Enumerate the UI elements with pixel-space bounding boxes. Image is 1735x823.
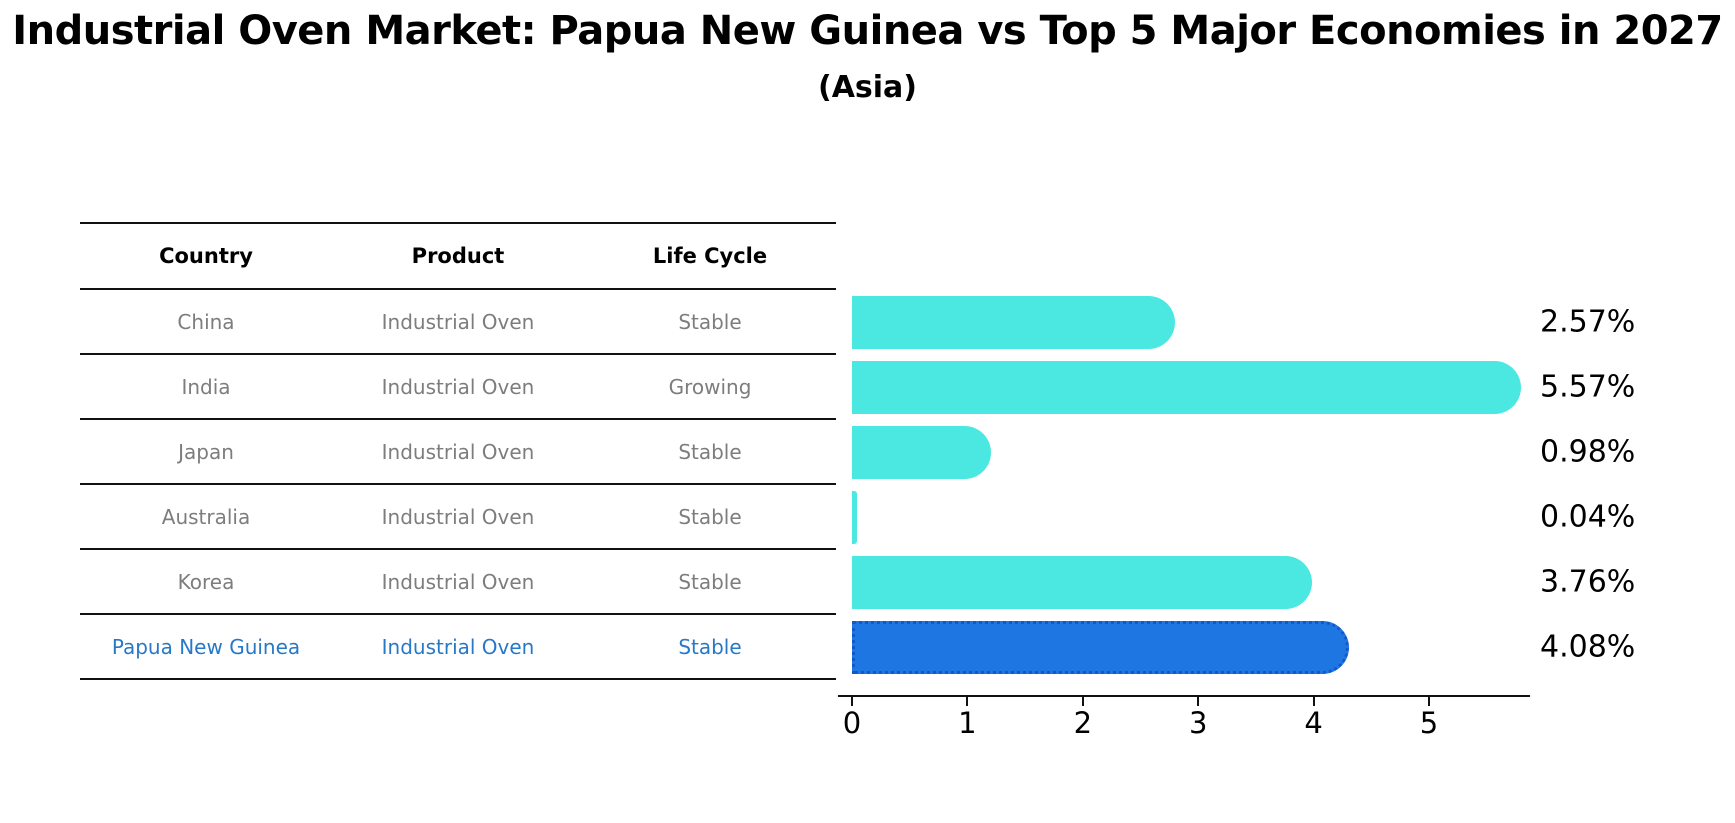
- x-axis-line: [838, 695, 1530, 697]
- x-tick-label-2: 2: [1073, 706, 1093, 740]
- value-label-korea: 3.76%: [1540, 564, 1636, 600]
- table-body: China Industrial Oven Stable India Industria…: [80, 288, 836, 678]
- column-header-product: Product: [411, 244, 505, 268]
- cell-lifecycle: Stable: [678, 634, 742, 659]
- table-bottom-rule: [80, 678, 836, 680]
- cell-country: Australia: [161, 504, 251, 529]
- bar-australia: [852, 490, 857, 544]
- cell-lifecycle: Stable: [678, 309, 742, 334]
- table-row-papua-new-guinea: Papua New Guinea Industrial Oven Stable: [80, 613, 836, 678]
- cell-country: India: [181, 374, 231, 399]
- table-row-china: China Industrial Oven Stable: [80, 288, 836, 353]
- x-tick-mark-1: [966, 697, 969, 706]
- cell-country: Korea: [177, 569, 235, 594]
- column-header-country: Country: [159, 244, 253, 268]
- cell-product: Industrial Oven: [381, 504, 535, 529]
- country-table: Country Product Life Cycle China Industri…: [80, 222, 836, 680]
- x-tick-label-4: 4: [1304, 706, 1323, 740]
- x-tick-mark-4: [1312, 697, 1315, 706]
- cell-product: Industrial Oven: [381, 439, 535, 464]
- x-tick-label-1: 1: [958, 706, 977, 740]
- cell-lifecycle: Stable: [678, 569, 742, 594]
- cell-country: China: [177, 309, 235, 334]
- bar-china: [852, 295, 1175, 349]
- cell-country: Papua New Guinea: [111, 634, 301, 659]
- chart-title: Industrial Oven Market: Papua New Guinea…: [12, 8, 1723, 54]
- cell-product: Industrial Oven: [381, 309, 535, 334]
- bar-korea: [852, 555, 1312, 609]
- x-tick-mark-0: [851, 697, 853, 706]
- cell-lifecycle: Stable: [678, 504, 742, 529]
- x-tick-label-5: 5: [1419, 706, 1439, 740]
- column-header-lifecycle: Life Cycle: [652, 244, 768, 268]
- cell-lifecycle: Growing: [668, 374, 752, 399]
- value-label-india: 5.57%: [1540, 369, 1636, 405]
- bar-papua-new-guinea: [852, 620, 1349, 674]
- x-tick-label-0: 0: [842, 706, 862, 740]
- value-label-japan: 0.98%: [1540, 434, 1636, 470]
- table-header-row: Country Product Life Cycle: [80, 222, 836, 288]
- cell-product: Industrial Oven: [381, 569, 535, 594]
- cell-product: Industrial Oven: [381, 634, 535, 659]
- table-row-korea: Korea Industrial Oven Stable: [80, 548, 836, 613]
- value-label-papua-new-guinea: 4.08%: [1540, 629, 1636, 665]
- table-row-india: India Industrial Oven Growing: [80, 353, 836, 418]
- value-label-australia: 0.04%: [1540, 499, 1636, 535]
- cell-product: Industrial Oven: [381, 374, 535, 399]
- x-tick-label-3: 3: [1188, 706, 1208, 740]
- table-row-australia: Australia Industrial Oven Stable: [80, 483, 836, 548]
- bar-japan: [852, 425, 992, 479]
- value-label-china: 2.57%: [1540, 304, 1636, 340]
- cell-country: Japan: [178, 439, 234, 464]
- cell-lifecycle: Stable: [678, 439, 742, 464]
- x-tick-mark-5: [1428, 697, 1430, 706]
- chart-subtitle: (Asia): [817, 70, 918, 105]
- bar-india: [852, 360, 1521, 414]
- x-tick-mark-3: [1197, 697, 1200, 706]
- table-row-japan: Japan Industrial Oven Stable: [80, 418, 836, 483]
- x-tick-mark-2: [1081, 697, 1084, 706]
